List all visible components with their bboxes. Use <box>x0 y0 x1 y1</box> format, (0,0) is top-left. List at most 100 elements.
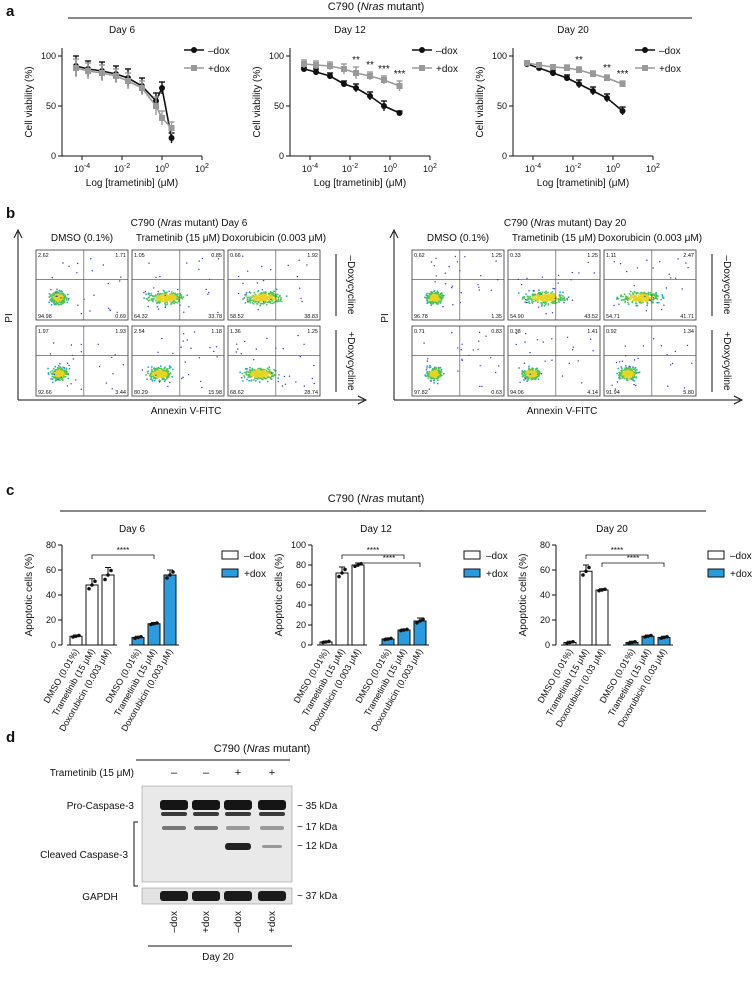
flow-event <box>209 346 211 349</box>
flow-event <box>270 293 273 296</box>
flow-event <box>247 301 249 303</box>
flow-event <box>59 363 61 365</box>
flow-event <box>52 373 54 376</box>
flow-event <box>635 302 638 305</box>
flow-event <box>647 291 650 294</box>
flow-event <box>637 371 640 374</box>
flow-event <box>524 301 527 304</box>
replicate-dot <box>405 627 409 632</box>
flow-event <box>159 372 162 374</box>
quadrant-ll: 58.52 <box>230 314 244 320</box>
flow-event <box>433 290 436 292</box>
flow-event <box>143 297 146 299</box>
flow-event <box>65 372 68 375</box>
flow-event <box>273 368 275 371</box>
flow-event <box>522 370 525 373</box>
flow-event <box>572 346 574 348</box>
y-tick-label: 50 <box>274 101 284 111</box>
flow-event <box>58 367 61 370</box>
flow-event <box>566 298 568 300</box>
panel-letter-b: b <box>6 205 15 222</box>
flow-event <box>116 311 118 313</box>
replicate-dot <box>77 633 81 638</box>
flow-event <box>160 370 163 372</box>
flow-event <box>534 378 537 381</box>
flow-event <box>156 372 159 374</box>
flow-event <box>262 374 265 377</box>
flow-event <box>440 292 443 295</box>
flow-event <box>175 301 177 304</box>
x-tick-label: 100 <box>383 163 397 174</box>
replicate-dot <box>87 586 91 591</box>
legend-swatch-plus <box>463 568 481 578</box>
flow-event <box>168 298 171 301</box>
flow-event <box>652 299 654 301</box>
flow-event <box>581 382 583 384</box>
flow-event <box>644 295 646 297</box>
flow-event <box>159 301 161 304</box>
flow-event <box>258 296 260 298</box>
flow-event <box>437 376 440 379</box>
x-tick-label: 10-4 <box>302 163 318 174</box>
flow-event <box>686 344 689 347</box>
flow-event <box>63 373 66 375</box>
flow-event <box>430 291 432 294</box>
flow-event <box>646 304 649 307</box>
quadrant-ll: 97.82 <box>414 390 428 396</box>
flow-event <box>630 373 633 376</box>
flow-event <box>531 375 534 378</box>
legend-label-plus: +dox <box>208 64 230 75</box>
flow-event <box>518 367 520 369</box>
flow-event <box>250 379 253 381</box>
flow-event <box>654 296 657 298</box>
flow-event <box>166 299 169 302</box>
flow-plot-frame <box>131 249 225 321</box>
data-point <box>300 61 307 67</box>
flow-event <box>268 370 270 373</box>
flow-event <box>260 367 262 370</box>
data-point <box>159 85 165 91</box>
flow-event <box>168 294 171 296</box>
flow-event <box>534 375 537 378</box>
flow-event <box>173 302 176 305</box>
flow-event <box>533 298 535 301</box>
y-tick-label: 0 <box>545 640 550 650</box>
flow-event <box>264 377 267 380</box>
flow-event <box>424 375 427 377</box>
flow-event <box>434 292 437 294</box>
flow-event <box>58 371 60 374</box>
flow-plot-r1-c2: 1.05 0.85 64.32 33.78 <box>131 249 225 321</box>
flow-event <box>57 302 59 304</box>
flow-event <box>433 297 435 300</box>
flow-event <box>431 300 433 303</box>
replicate-dot <box>389 636 393 641</box>
flow-event <box>534 299 537 302</box>
flow-event <box>429 294 431 297</box>
flow-event <box>60 298 63 301</box>
flow-event <box>75 379 77 381</box>
flow-event <box>156 367 159 370</box>
significance-mark: ** <box>352 55 360 66</box>
flow-event <box>72 358 75 360</box>
flow-event <box>531 299 533 302</box>
flow-event <box>161 292 164 295</box>
band-12kda <box>262 845 282 848</box>
data-point <box>168 125 175 131</box>
flow-event <box>633 380 636 382</box>
flow-event <box>427 377 429 379</box>
flow-plot-r1-c3: 1.11 2.47 54.71 41.71 <box>603 249 697 321</box>
flow-event <box>628 367 630 370</box>
flow-event <box>270 298 272 301</box>
flow-event <box>56 366 59 369</box>
panel-letter-c: c <box>6 482 14 499</box>
flow-event <box>547 293 549 296</box>
flow-event <box>526 378 529 380</box>
flow-event <box>151 299 154 302</box>
flow-event <box>536 375 539 378</box>
flow-event <box>255 376 258 378</box>
flow-event <box>438 298 440 301</box>
flow-event <box>639 292 642 294</box>
flow-event <box>252 294 255 297</box>
chart-title: Day 6 <box>119 524 146 535</box>
